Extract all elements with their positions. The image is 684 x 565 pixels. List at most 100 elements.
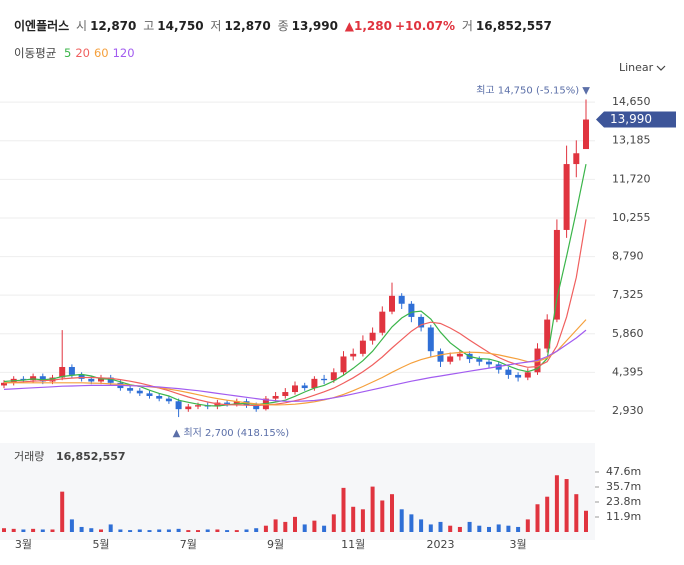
candle-body — [524, 372, 531, 378]
value: 16,852,557 — [475, 19, 552, 33]
candle-body — [59, 366, 66, 378]
volume-bar — [244, 529, 249, 532]
volume-tick-label: 35.7m — [606, 480, 641, 493]
volume-bar — [448, 525, 453, 532]
volume-bar — [360, 509, 365, 532]
candle-body — [30, 376, 37, 381]
volume-bar — [584, 510, 588, 532]
volume-bar — [467, 521, 472, 532]
volume-bar — [263, 525, 268, 532]
volume-panel — [0, 443, 595, 540]
volume-bar — [574, 494, 579, 532]
volume-bar — [390, 494, 394, 532]
volume-bar — [205, 529, 210, 532]
candle-body — [146, 393, 153, 396]
candle-body — [136, 390, 143, 394]
candle-body — [359, 340, 366, 354]
ma-legend: 이동평균 5 20 60 120 — [14, 45, 139, 61]
volume-bar — [128, 530, 133, 532]
x-tick-label: 3월 — [510, 538, 527, 551]
candle-body — [553, 229, 560, 320]
candle-body — [233, 401, 240, 404]
candle-body — [379, 311, 386, 333]
candle-body — [340, 356, 347, 373]
moving-average-line — [4, 319, 587, 406]
x-tick-label: 3월 — [15, 538, 32, 551]
volume-bar — [380, 500, 385, 532]
volume-bar — [496, 524, 501, 532]
legend-entry: 60 — [93, 46, 109, 60]
candle-body — [1, 382, 7, 386]
volume-bar — [477, 525, 482, 532]
candle-body — [505, 369, 512, 375]
volume-bar — [118, 529, 123, 532]
value: 12,870 — [90, 19, 137, 33]
legend-entry: 5 — [63, 46, 72, 60]
volume-bar — [225, 530, 230, 532]
candle-body — [165, 398, 172, 402]
y-tick-label: 5,860 — [612, 327, 644, 340]
candle-body — [350, 353, 357, 357]
candle-body — [292, 385, 298, 393]
candle-body — [408, 303, 415, 317]
volume-tick-label: 47.6m — [606, 465, 641, 478]
candle-body — [20, 378, 27, 381]
y-tick-label: 8,790 — [612, 250, 644, 263]
candle-body — [544, 319, 551, 349]
volume-bar — [273, 519, 278, 532]
candle-body — [214, 402, 221, 407]
candle-body — [583, 119, 589, 150]
candle-body — [301, 385, 308, 389]
label: 시 — [76, 19, 88, 33]
volume-bar — [516, 526, 521, 532]
volume-bar — [312, 520, 317, 532]
volume-bar — [331, 514, 336, 532]
volume-bar — [564, 479, 569, 532]
min-annotation: ▲ 최저 2,700 (418.15%) — [173, 427, 290, 439]
volume-tick-label: 23.8m — [606, 495, 641, 508]
volume-bar — [283, 521, 288, 532]
volume-bar — [409, 514, 414, 532]
volume-bar — [399, 509, 404, 532]
candle-body — [418, 316, 425, 328]
volume-bar — [341, 487, 346, 532]
volume-bar — [487, 526, 491, 532]
candle-body — [427, 327, 434, 352]
value: 13,990 — [291, 19, 338, 33]
candle-body — [486, 361, 492, 365]
volume-bar — [108, 524, 113, 532]
volume-bar — [99, 529, 103, 532]
volume-tick-label: 11.9m — [606, 510, 641, 523]
volume-bar — [157, 529, 162, 532]
change-pct: +10.07% — [394, 19, 456, 33]
legend-title: 이동평균 — [14, 46, 57, 60]
scale-mode[interactable]: Linear — [619, 61, 654, 74]
candle-body — [563, 164, 570, 230]
volume-bar — [322, 525, 327, 532]
candle-body — [476, 359, 483, 362]
candle-body — [389, 295, 395, 312]
candle-body — [68, 366, 75, 375]
x-tick-label: 11월 — [341, 538, 365, 551]
candle-body — [515, 374, 522, 378]
quote-header: 이엔플러스 시 12,870 고 14,750 저 12,870 종 13,990 ▲1… — [14, 17, 555, 34]
volume-bar — [11, 528, 16, 532]
volume-bar — [215, 529, 220, 532]
volume-bar — [21, 529, 26, 532]
volume-bar — [351, 506, 356, 532]
dropdown-icon[interactable] — [656, 65, 666, 71]
volume-bar — [506, 525, 511, 532]
volume-bar — [60, 491, 65, 532]
candle-body — [195, 405, 201, 407]
volume-bar — [176, 528, 181, 532]
last-price-label: 13,990 — [610, 112, 652, 126]
label: 저 — [210, 19, 222, 33]
volume-bar — [535, 504, 540, 532]
candle-body — [107, 377, 114, 383]
legend-entry: 120 — [112, 46, 135, 60]
y-tick-label: 7,325 — [612, 288, 644, 301]
volume-title: 거래량 — [14, 450, 44, 463]
volume-bar — [137, 529, 142, 532]
